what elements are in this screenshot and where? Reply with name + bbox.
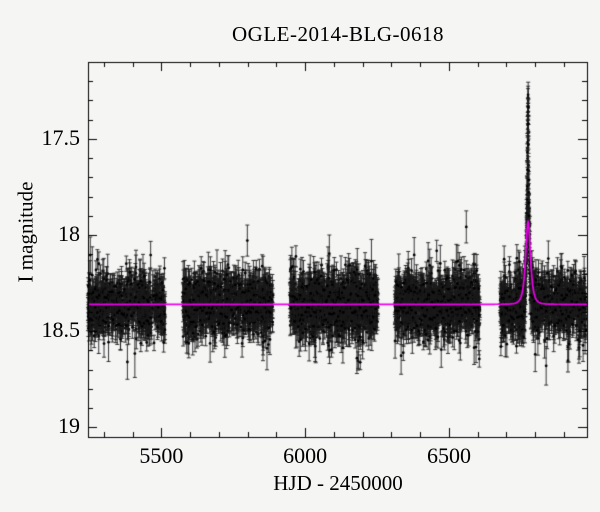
y-tick-label: 17.5 xyxy=(41,124,81,150)
y-tick-label: 18 xyxy=(58,221,80,247)
x-tick-label: 5500 xyxy=(139,443,184,468)
y-tick-label: 19 xyxy=(58,413,80,439)
x-tick-label: 6500 xyxy=(426,443,471,468)
chart-title: OGLE-2014-BLG-0618 xyxy=(232,22,444,46)
x-tick-label: 6000 xyxy=(283,443,328,468)
x-axis-label: HJD - 2450000 xyxy=(273,471,403,495)
y-tick-label: 18.5 xyxy=(41,317,81,343)
